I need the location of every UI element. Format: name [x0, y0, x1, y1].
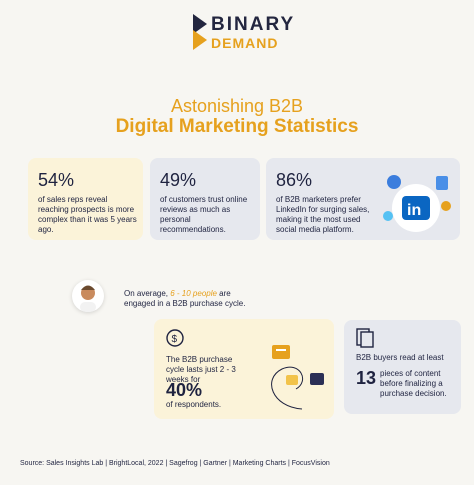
- dollar-icon: $: [166, 329, 184, 347]
- stat-value: 54%: [38, 170, 75, 190]
- stat-value: 86%: [276, 170, 313, 190]
- svg-text:$: $: [172, 334, 178, 345]
- person-avatar: [72, 280, 104, 312]
- headline-line2: Digital Marketing Statistics: [115, 116, 359, 137]
- stat-value: 40%: [166, 380, 203, 400]
- document-icon: [356, 328, 374, 348]
- linkedin-icon: in: [383, 175, 451, 232]
- stat-card-54: 54% of sales reps reveal reaching prospe…: [28, 158, 143, 240]
- svg-text:in: in: [407, 202, 421, 219]
- stat-card-40: $ The B2B purchase cycle lasts just 2 - …: [154, 319, 334, 419]
- source-footer: Source: Sales Insights Lab | BrightLocal…: [20, 460, 330, 467]
- logo-line2: DEMAND: [211, 34, 279, 51]
- stat-suffix: of respondents.: [166, 400, 222, 409]
- person-icon: [80, 285, 96, 312]
- stat-value: 13: [356, 368, 377, 388]
- stat-text: of B2B marketers prefer LinkedIn for sur…: [276, 195, 370, 234]
- stat-text: of sales reps reveal reaching prospects …: [38, 195, 137, 234]
- stat-text: of customers trust online reviews as muc…: [160, 195, 248, 234]
- headline-line1: Astonishing B2B: [170, 96, 304, 116]
- stat-value: 49%: [160, 170, 197, 190]
- logo-line1: BINARY: [211, 13, 296, 35]
- stat-card-13: B2B buyers read at least 13 pieces of co…: [344, 320, 461, 414]
- stat-card-86: 86% of B2B marketers prefer LinkedIn for…: [266, 158, 460, 240]
- stat-text: B2B buyers read at least: [356, 353, 444, 362]
- purchase-cycle-text: On average, 6 - 10 people are engaged in…: [124, 289, 246, 308]
- stat-suffix: pieces of content before finalizing a pu…: [380, 369, 447, 398]
- cycle-spiral-icon: [271, 345, 324, 410]
- binary-demand-logo-icon: [193, 14, 207, 50]
- stat-card-49: 49% of customers trust online reviews as…: [150, 158, 260, 240]
- brand-logo: BINARY DEMAND: [193, 14, 295, 50]
- stat-text: The B2B purchase cycle lasts just 2 - 3 …: [166, 355, 236, 384]
